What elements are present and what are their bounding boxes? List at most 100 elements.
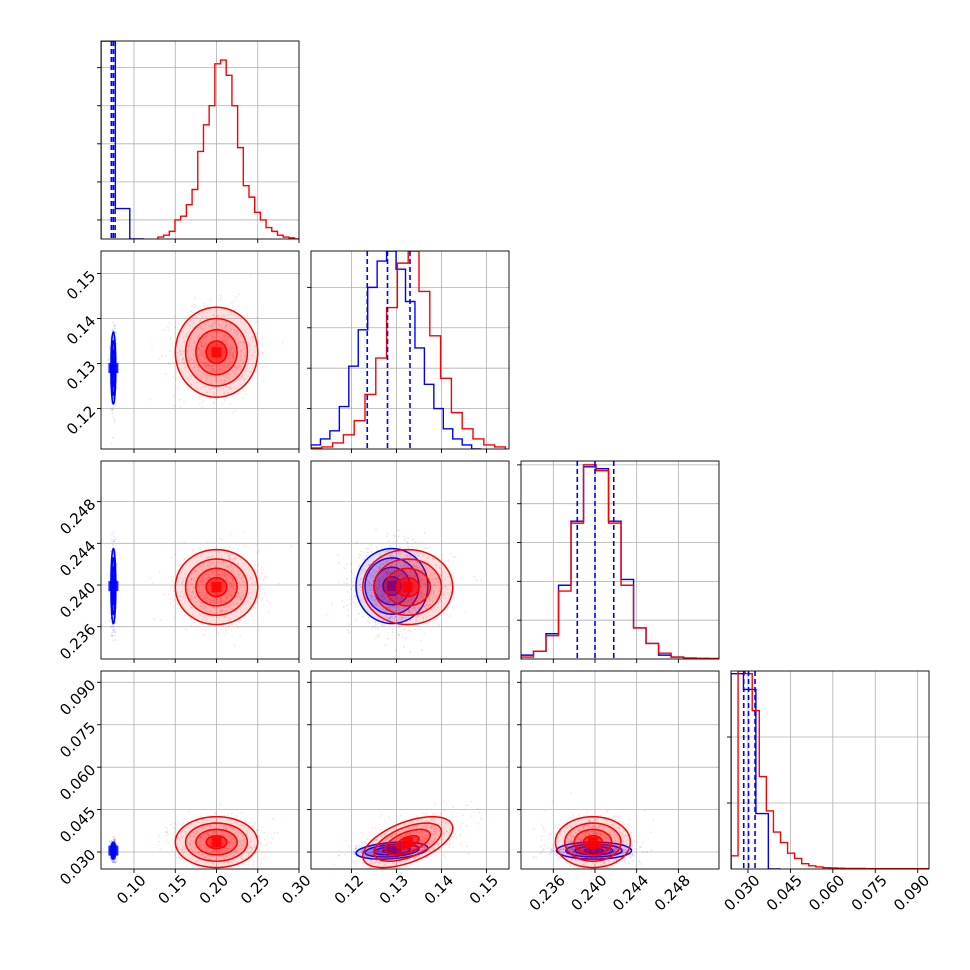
- sample-point: [398, 626, 401, 628]
- sample-point: [227, 314, 229, 316]
- sample-point: [366, 558, 369, 561]
- sample-point: [266, 599, 268, 602]
- sample-point: [245, 393, 248, 396]
- sample-point: [182, 357, 185, 359]
- sample-point: [198, 396, 200, 398]
- sample-point: [226, 330, 229, 332]
- sample-point: [388, 550, 390, 553]
- sample-point: [220, 370, 223, 372]
- sample-point: [382, 602, 384, 605]
- sample-point: [240, 351, 242, 353]
- sample-point: [204, 548, 207, 551]
- sample-point: [221, 403, 224, 406]
- sample-point: [215, 315, 218, 317]
- sample-point: [165, 373, 167, 375]
- sample-point: [111, 409, 114, 411]
- sample-point: [426, 604, 429, 607]
- sample-point: [173, 616, 176, 619]
- sample-point: [232, 594, 235, 597]
- sample-point: [198, 334, 201, 337]
- sample-point: [214, 602, 217, 605]
- sample-point: [370, 585, 373, 587]
- sample-point: [238, 342, 241, 345]
- sample-point: [408, 574, 411, 576]
- sample-point: [202, 579, 205, 581]
- sample-point: [420, 593, 423, 595]
- sample-point: [224, 375, 227, 378]
- sample-point: [187, 588, 189, 590]
- sample-point: [232, 353, 234, 356]
- sample-point: [250, 597, 252, 600]
- sample-point: [357, 565, 360, 568]
- sample-point: [211, 387, 214, 390]
- sample-point: [216, 616, 219, 619]
- sample-point: [375, 586, 378, 589]
- sample-point: [244, 346, 247, 349]
- sample-point: [114, 538, 117, 541]
- sample-point: [412, 538, 415, 541]
- sample-point: [175, 377, 177, 380]
- sample-point: [228, 373, 231, 376]
- sample-point: [392, 610, 395, 612]
- sample-point: [237, 346, 239, 348]
- sample-point: [230, 576, 233, 579]
- sample-point: [419, 590, 422, 593]
- sample-point: [206, 577, 208, 580]
- sample-point: [240, 565, 243, 568]
- sample-point: [433, 581, 436, 584]
- sample-point: [193, 303, 196, 306]
- sample-point: [432, 590, 435, 593]
- sample-point: [236, 335, 239, 338]
- sample-point: [178, 352, 181, 354]
- sample-point: [152, 582, 154, 584]
- sample-point: [398, 561, 401, 564]
- sample-point: [233, 644, 236, 647]
- sample-point: [225, 359, 228, 362]
- sample-point: [394, 599, 396, 602]
- sample-point: [204, 573, 207, 576]
- sample-point: [203, 351, 205, 353]
- sample-point: [211, 606, 213, 608]
- sample-point: [211, 333, 214, 336]
- sample-point: [401, 597, 403, 599]
- sample-point: [265, 576, 267, 579]
- sample-point: [378, 581, 381, 583]
- sample-point: [224, 574, 227, 577]
- sample-point: [391, 596, 393, 599]
- sample-point: [368, 584, 370, 587]
- sample-point: [246, 595, 248, 598]
- sample-point: [203, 348, 205, 351]
- sample-point: [231, 557, 234, 560]
- sample-point: [445, 613, 448, 616]
- sample-point: [250, 592, 253, 595]
- sample-point: [369, 574, 372, 577]
- sample-point: [449, 582, 452, 584]
- sample-point: [369, 594, 372, 597]
- sample-point: [383, 586, 385, 589]
- sample-point: [217, 368, 220, 370]
- sample-point: [235, 362, 238, 365]
- sample-point: [225, 597, 228, 600]
- sample-point: [432, 557, 434, 560]
- sample-point: [202, 361, 205, 364]
- sample-point: [176, 608, 179, 610]
- sample-point: [214, 379, 217, 382]
- sample-point: [237, 592, 240, 594]
- sample-point: [375, 638, 377, 640]
- sample-point: [215, 327, 218, 330]
- sample-point: [395, 592, 398, 595]
- sample-point: [433, 572, 436, 575]
- sample-point: [376, 635, 379, 637]
- sample-point: [211, 554, 214, 557]
- sample-point: [218, 617, 221, 620]
- sample-point: [361, 570, 363, 573]
- sample-point: [231, 577, 234, 580]
- sample-point: [235, 366, 238, 369]
- sample-point: [218, 325, 221, 328]
- sample-point: [404, 616, 407, 619]
- sample-point: [375, 581, 377, 584]
- sample-point: [199, 370, 201, 373]
- sample-point: [390, 615, 393, 618]
- sample-point: [208, 621, 211, 624]
- sample-point: [423, 581, 426, 584]
